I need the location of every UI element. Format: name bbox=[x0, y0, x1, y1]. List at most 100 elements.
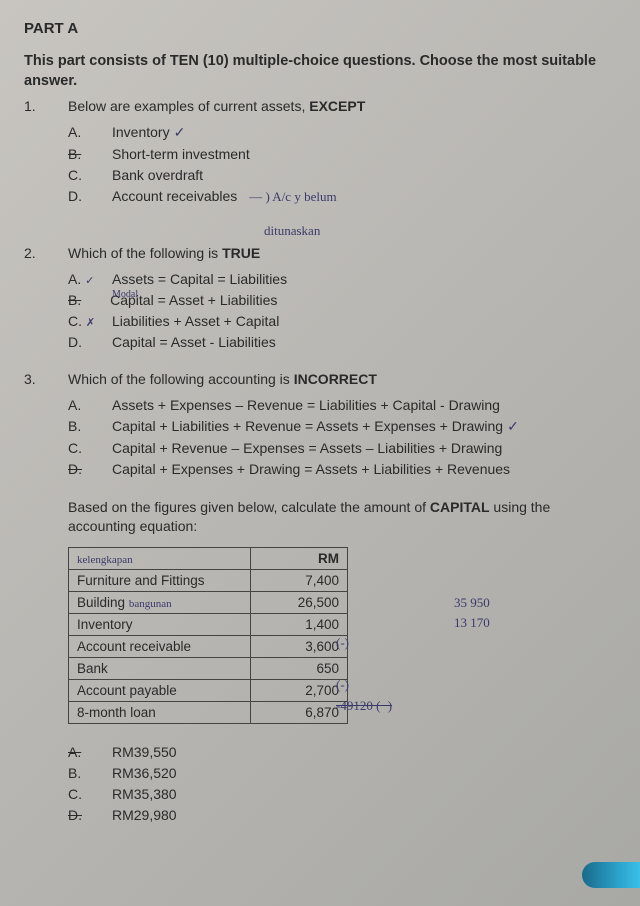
q2-a-text: Assets = Capital = Liabilities bbox=[112, 269, 612, 290]
q4-option-c: C. RM35,380 bbox=[68, 784, 612, 805]
table-row: Account payable2,700 bbox=[69, 679, 348, 701]
part-title: PART A bbox=[24, 20, 612, 37]
q4-b-text: RM36,520 bbox=[112, 763, 612, 784]
opt-letter: A. bbox=[68, 122, 112, 144]
cell-val: 2,700 bbox=[251, 679, 348, 701]
q3-a-text: Assets + Expenses – Revenue = Liabilitie… bbox=[112, 395, 612, 416]
cell-name: 8-month loan bbox=[69, 701, 251, 723]
q3-d-text: Capital + Expenses + Drawing = Assets + … bbox=[112, 459, 612, 480]
q4-option-b: B. RM36,520 bbox=[68, 763, 612, 784]
q3-options: A. Assets + Expenses – Revenue = Liabili… bbox=[68, 395, 612, 480]
q1-b-text: Short-term investment bbox=[112, 144, 612, 165]
q3-option-c: C. Capital + Revenue – Expenses = Assets… bbox=[68, 438, 612, 459]
q1-option-c: C. Bank overdraft bbox=[68, 165, 612, 186]
q2-option-c: C. ✗ Liabilities + Asset + Capital bbox=[68, 311, 612, 332]
hw-bangunan: bangunan bbox=[129, 598, 172, 610]
opt-letter: A. bbox=[68, 742, 112, 763]
q1-d-text: Account receivables bbox=[112, 188, 237, 204]
q3-b-text: Capital + Liabilities + Revenue = Assets… bbox=[112, 418, 503, 434]
q3-number: 3. bbox=[24, 371, 68, 387]
hw-tick: ✓ bbox=[507, 420, 519, 435]
q4-options: A. RM39,550 B. RM36,520 C. RM35,380 D. R… bbox=[68, 742, 612, 826]
hw-minus-2: (-) bbox=[336, 677, 349, 693]
opt-letter: D. bbox=[68, 186, 112, 207]
opt-letter: B. bbox=[68, 416, 112, 438]
q4-intro: Based on the figures given below, calcul… bbox=[68, 498, 612, 537]
cell-val: 26,500 bbox=[251, 591, 348, 613]
q2-options: A. ✓ Assets = Capital = Liabilities B. M… bbox=[68, 269, 612, 353]
table-row: Building bangunan 26,500 bbox=[69, 591, 348, 613]
table-row: Furniture and Fittings7,400 bbox=[69, 569, 348, 591]
q3-option-d: D. Capital + Expenses + Drawing = Assets… bbox=[68, 459, 612, 480]
q3-option-a: A. Assets + Expenses – Revenue = Liabili… bbox=[68, 395, 612, 416]
opt-letter: B. bbox=[68, 763, 112, 784]
q1-a-text: Inventory bbox=[112, 124, 170, 140]
cell-name: Building bbox=[77, 595, 125, 610]
q2-number: 2. bbox=[24, 245, 68, 261]
handwritten-tick: ✓ bbox=[174, 126, 186, 141]
hw-modal: Modal bbox=[112, 289, 138, 300]
q4-table-wrap: kelengkapan RM Furniture and Fittings7,4… bbox=[24, 547, 612, 724]
cell-val: 7,400 bbox=[251, 569, 348, 591]
table-row: Account receivable3,600 bbox=[69, 635, 348, 657]
question-2: 2. Which of the following is TRUE bbox=[24, 245, 612, 261]
q1-text-pre: Below are examples of current assets, bbox=[68, 98, 309, 114]
q4-d-text: RM29,980 bbox=[112, 805, 612, 826]
cell-val: 650 bbox=[251, 657, 348, 679]
q2-c-text: Liabilities + Asset + Capital bbox=[112, 311, 612, 332]
q1-option-a: A. Inventory ✓ bbox=[68, 122, 612, 144]
table-header-row: kelengkapan RM bbox=[69, 547, 348, 569]
opt-letter: C. bbox=[68, 438, 112, 459]
table-row: Inventory1,400 bbox=[69, 613, 348, 635]
q1-text: Below are examples of current assets, EX… bbox=[68, 98, 612, 114]
q2-text-pre: Which of the following is bbox=[68, 245, 222, 261]
exam-page: PART A This part consists of TEN (10) mu… bbox=[0, 0, 640, 864]
cell-val: 6,870 bbox=[251, 701, 348, 723]
hw-tick: ✓ bbox=[85, 275, 94, 287]
q2-option-d: D. Capital = Asset - Liabilities bbox=[68, 332, 612, 353]
q2-text: Which of the following is TRUE bbox=[68, 245, 612, 261]
table-row: 8-month loan6,870 bbox=[69, 701, 348, 723]
q1-option-b: B. Short-term investment bbox=[68, 144, 612, 165]
q4-table: kelengkapan RM Furniture and Fittings7,4… bbox=[68, 547, 348, 724]
q3-text-pre: Which of the following accounting is bbox=[68, 371, 294, 387]
handwritten-ditunaskan: ditunaskan bbox=[264, 223, 612, 239]
q3-text-bold: INCORRECT bbox=[294, 371, 377, 387]
cell-val: 3,600 bbox=[251, 635, 348, 657]
q1-text-bold: EXCEPT bbox=[309, 98, 365, 114]
cell-name: Account payable bbox=[69, 679, 251, 701]
q2-option-b: B. ModalCapital = Asset + Liabilities bbox=[68, 290, 612, 311]
q1-option-d: D. Account receivables — ) A/c y belum bbox=[68, 186, 612, 207]
q4-intro-bold: CAPITAL bbox=[430, 499, 490, 515]
opt-letter: C. bbox=[68, 784, 112, 805]
q2-option-a: A. ✓ Assets = Capital = Liabilities bbox=[68, 269, 612, 290]
opt-letter: A. ✓ bbox=[68, 269, 112, 290]
handwritten-belum: — ) A/c y belum bbox=[249, 187, 336, 207]
q3-text: Which of the following accounting is INC… bbox=[68, 371, 612, 387]
hw-minus-1: (-) bbox=[336, 635, 349, 651]
opt-letter: C. bbox=[68, 165, 112, 186]
table-header-rm: RM bbox=[251, 547, 348, 569]
cell-name: Furniture and Fittings bbox=[69, 569, 251, 591]
pen-tip-decoration bbox=[582, 862, 640, 888]
q1-options: A. Inventory ✓ B. Short-term investment C… bbox=[68, 122, 612, 207]
opt-letter: B. bbox=[68, 144, 112, 165]
opt-letter: D. bbox=[68, 805, 112, 826]
cell-val: 1,400 bbox=[251, 613, 348, 635]
opt-letter: D. bbox=[68, 332, 112, 353]
q4-a-text: RM39,550 bbox=[112, 742, 612, 763]
opt-letter: C. ✗ bbox=[68, 311, 112, 332]
q4-option-d: D. RM29,980 bbox=[68, 805, 612, 826]
opt-letter: B. bbox=[68, 290, 112, 311]
hw-kelengkapan: kelengkapan bbox=[77, 554, 133, 566]
opt-letter: D. bbox=[68, 459, 112, 480]
table-header-blank: kelengkapan bbox=[69, 547, 251, 569]
q3-option-b: B. Capital + Liabilities + Revenue = Ass… bbox=[68, 416, 612, 438]
question-3: 3. Which of the following accounting is … bbox=[24, 371, 612, 387]
cell-name: Account receivable bbox=[69, 635, 251, 657]
q1-number: 1. bbox=[24, 98, 68, 114]
cell-name: Inventory bbox=[69, 613, 251, 635]
q2-d-text: Capital = Asset - Liabilities bbox=[112, 332, 612, 353]
q1-c-text: Bank overdraft bbox=[112, 165, 612, 186]
q4-intro-pre: Based on the figures given below, calcul… bbox=[68, 499, 430, 515]
